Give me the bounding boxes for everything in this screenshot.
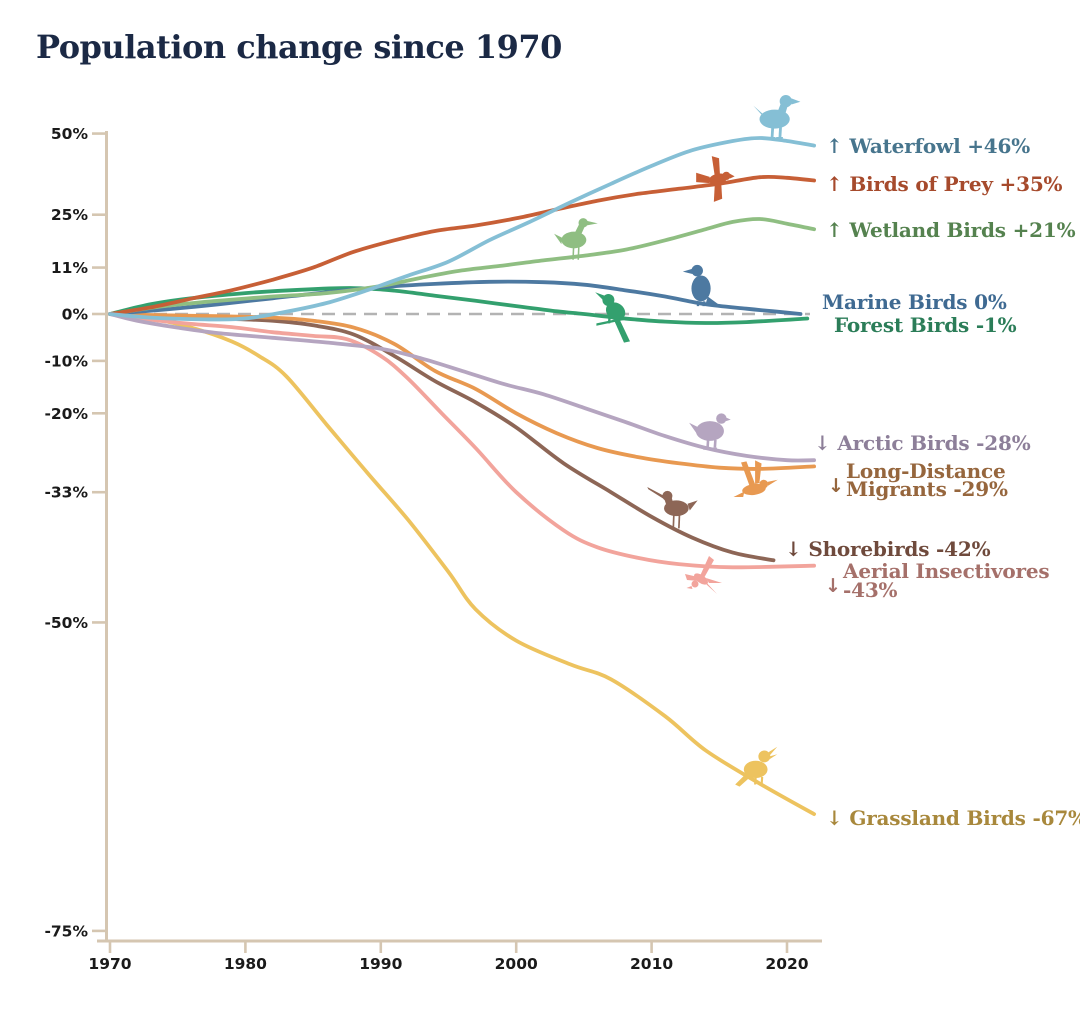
axes-group: 50% 25% 11% 0% -10% -20% -33% -50% -75%1970 1980 1… [44,125,822,973]
y-tick-label: 25% [51,206,89,224]
series-label-text: Aerial Insectivores [842,559,1049,583]
ptarmigan-icon [689,413,731,450]
series-label-text: ↓ Arctic Birds -28% [814,431,1031,455]
down-arrow-icon: ↓ [828,475,844,497]
y-tick-label: -75% [44,922,88,940]
bird-icons-group [554,95,801,787]
swallow-icon [685,556,722,594]
series-lines-group [108,136,816,816]
series-line-marine-birds [108,279,803,316]
sandpiper-icon [733,460,778,498]
series-label-text: ↑ Waterfowl +46% [826,134,1030,158]
y-tick-label: -20% [44,405,88,423]
down-arrow-icon: ↓ [825,575,841,597]
y-tick-label: 50% [51,125,89,143]
series-label-text: Migrants -29% [846,477,1008,501]
x-tick-label: 1980 [224,955,267,973]
y-tick-label: -33% [44,484,88,502]
x-tick-label: 2010 [630,955,673,973]
songbird-icon [595,292,630,343]
curlew-icon [647,486,698,529]
series-label-text: Long-Distance [846,459,1005,483]
series-label-wetland-birds: ↑ Wetland Birds +21% [826,218,1076,242]
series-label-text: -43% [843,578,898,602]
chart-title: Population change since 1970 [36,28,562,66]
puffin-icon [682,264,719,307]
series-line-aerial-insectivores [108,312,816,570]
series-label-text: Marine Birds 0% [822,290,1007,314]
y-tick-label: -50% [44,614,88,632]
raptor-icon [696,156,735,202]
series-label-birds-of-prey: ↑ Birds of Prey +35% [826,172,1063,196]
series-line-waterfowl [108,136,816,322]
x-tick-label: 2020 [765,955,808,973]
sparrow-icon [735,746,778,787]
y-tick-label: 11% [51,259,89,277]
x-tick-label: 1970 [88,955,131,973]
series-label-grassland-birds: ↓ Grassland Birds -67% [826,806,1080,830]
y-tick-label: -10% [44,352,88,370]
series-label-waterfowl: ↑ Waterfowl +46% [826,134,1030,158]
series-label-marine-birds: Marine Birds 0% [822,290,1007,314]
series-line-grassland-birds [108,312,816,816]
series-line-wetland-birds [108,217,816,316]
series-label-arctic-birds: ↓ Arctic Birds -28% [814,431,1031,455]
heron-icon [554,218,598,260]
series-labels-group: ↓ Grassland Birds -67%↓Aerial Insectivor… [785,134,1080,830]
x-tick-label: 2000 [495,955,538,973]
series-label-text: Forest Birds -1% [834,313,1017,337]
y-tick-label: 0% [62,306,89,324]
series-label-text: ↓ Grassland Birds -67% [826,806,1080,830]
series-label-text: ↓ Shorebirds -42% [785,537,991,561]
series-label-shorebirds: ↓ Shorebirds -42% [785,537,991,561]
series-label-forest-birds: Forest Birds -1% [834,313,1017,337]
duck-icon [753,95,801,140]
x-tick-label: 1990 [359,955,402,973]
series-label-text: ↑ Birds of Prey +35% [826,172,1063,196]
series-label-aerial-insectivores: ↓Aerial Insectivores-43% [825,559,1050,602]
series-line-forest-birds [108,286,810,325]
series-label-text: ↑ Wetland Birds +21% [826,218,1076,242]
